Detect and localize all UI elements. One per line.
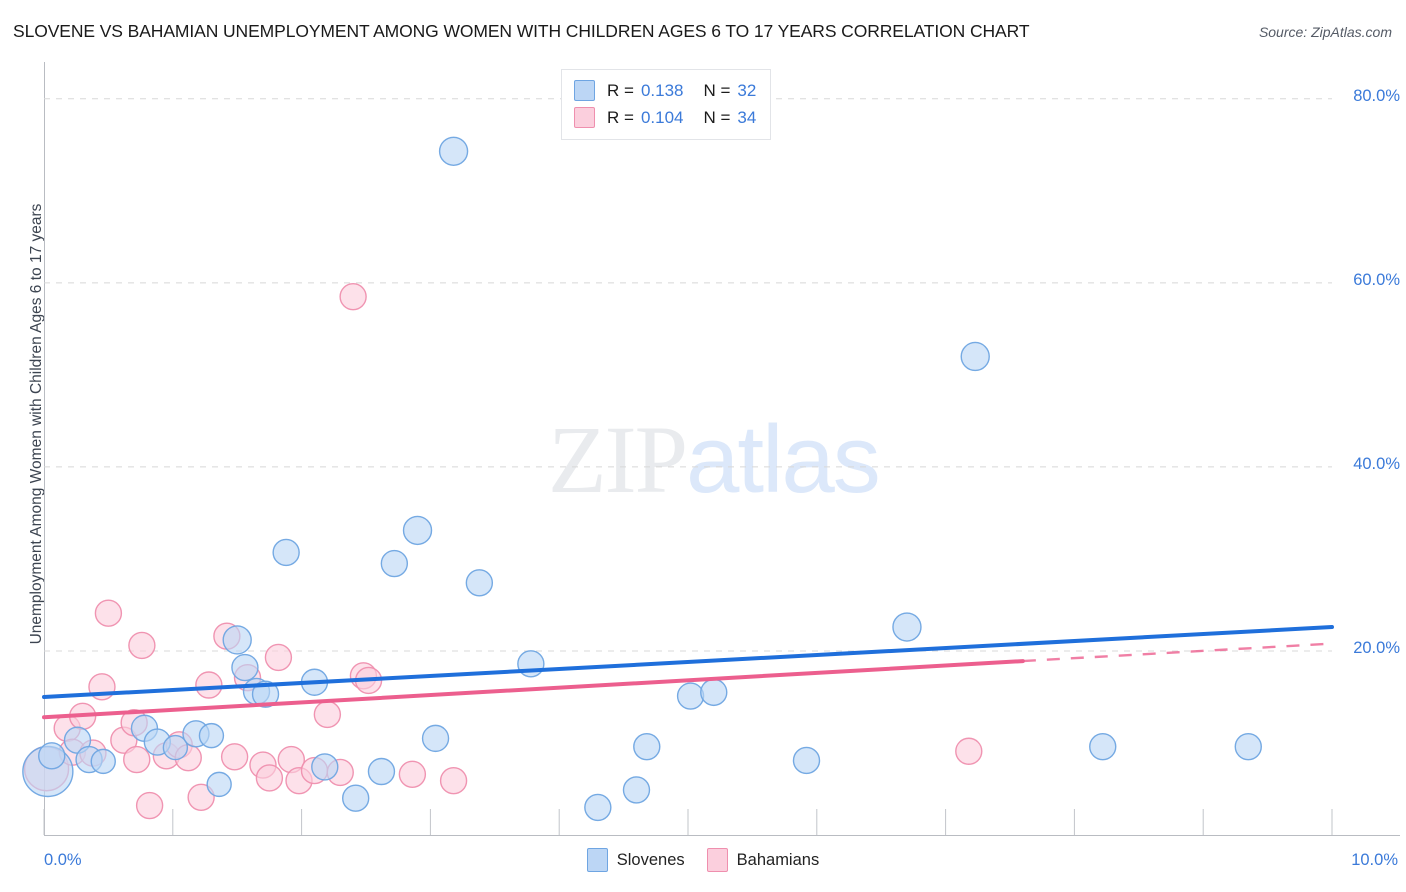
y-axis-tick-label: 20.0% bbox=[1353, 638, 1400, 657]
data-point[interactable] bbox=[892, 612, 922, 642]
stats-row-slovenes: R = 0.138 N = 32 bbox=[574, 77, 756, 104]
r-value-bahamians: 0.104 bbox=[640, 107, 684, 127]
page-title: SLOVENE VS BAHAMIAN UNEMPLOYMENT AMONG W… bbox=[13, 21, 1030, 41]
y-axis-tick-label: 80.0% bbox=[1353, 86, 1400, 105]
data-point[interactable] bbox=[222, 625, 252, 655]
data-point[interactable] bbox=[438, 136, 469, 166]
data-point[interactable] bbox=[198, 722, 225, 749]
data-point[interactable] bbox=[251, 680, 280, 708]
data-point[interactable] bbox=[255, 764, 284, 792]
data-point[interactable] bbox=[465, 569, 494, 597]
data-point[interactable] bbox=[367, 757, 396, 786]
legend-swatch-bahamians bbox=[706, 848, 728, 872]
trend-line-projection-bahamians bbox=[1022, 642, 1333, 663]
data-point[interactable] bbox=[1234, 732, 1262, 761]
data-point[interactable] bbox=[792, 746, 821, 775]
trend-line-slovenes bbox=[42, 625, 1334, 699]
r-label-bahamians: R = bbox=[607, 107, 634, 127]
r-value-slovenes: 0.138 bbox=[640, 80, 684, 100]
x-axis-tick-label-max: 10.0% bbox=[1351, 851, 1398, 869]
data-point[interactable] bbox=[123, 745, 151, 774]
correlation-stats-legend: R = 0.138 N = 32 R = 0.104 N = 34 bbox=[561, 69, 772, 140]
x-axis-line bbox=[44, 835, 1400, 836]
data-point[interactable] bbox=[676, 682, 705, 710]
series-legend: Slovenes Bahamians bbox=[0, 848, 1406, 872]
data-point[interactable] bbox=[380, 549, 409, 578]
source-attribution: Source: ZipAtlas.com bbox=[1258, 24, 1392, 40]
data-point[interactable] bbox=[584, 793, 612, 822]
data-point[interactable] bbox=[162, 734, 189, 761]
scatter-series-slovenes bbox=[22, 136, 1262, 822]
data-point[interactable] bbox=[402, 515, 433, 546]
legend-item-bahamians[interactable]: Bahamians bbox=[706, 848, 820, 872]
data-point[interactable] bbox=[1089, 732, 1117, 761]
n-value-bahamians: 34 bbox=[737, 107, 757, 127]
plot-svg bbox=[22, 98, 1334, 835]
legend-item-slovenes[interactable]: Slovenes bbox=[586, 848, 685, 872]
data-point[interactable] bbox=[220, 743, 249, 771]
stats-row-bahamians: R = 0.104 N = 34 bbox=[574, 104, 756, 131]
legend-swatch-slovenes bbox=[586, 848, 608, 872]
r-label-slovenes: R = bbox=[607, 80, 634, 100]
data-point[interactable] bbox=[955, 737, 983, 765]
trend-line-bahamians bbox=[42, 659, 1025, 720]
y-axis-line bbox=[44, 62, 45, 835]
y-axis-tick-label: 60.0% bbox=[1353, 270, 1400, 289]
data-point[interactable] bbox=[231, 653, 259, 682]
data-point[interactable] bbox=[38, 742, 66, 770]
data-point[interactable] bbox=[341, 784, 370, 812]
y-axis-tick-label: 40.0% bbox=[1353, 454, 1400, 473]
n-value-slovenes: 32 bbox=[737, 80, 757, 100]
n-label-bahamians: N = bbox=[703, 107, 731, 127]
scatter-series-bahamians bbox=[23, 282, 983, 820]
data-point[interactable] bbox=[272, 538, 300, 567]
data-point[interactable] bbox=[206, 771, 232, 798]
data-point[interactable] bbox=[195, 671, 223, 699]
x-axis-tick-label-min: 0.0% bbox=[44, 851, 82, 869]
data-point[interactable] bbox=[421, 724, 450, 753]
data-point[interactable] bbox=[128, 631, 156, 660]
n-label-slovenes: N = bbox=[703, 80, 731, 100]
data-point[interactable] bbox=[960, 341, 990, 372]
data-point[interactable] bbox=[94, 599, 123, 627]
legend-label-bahamians: Bahamians bbox=[736, 850, 820, 869]
data-point[interactable] bbox=[311, 753, 339, 781]
data-point[interactable] bbox=[398, 760, 427, 788]
data-point[interactable] bbox=[313, 700, 342, 729]
data-point[interactable] bbox=[264, 643, 293, 672]
data-point[interactable] bbox=[633, 732, 661, 761]
data-point[interactable] bbox=[135, 791, 164, 820]
stats-swatch-slovenes bbox=[574, 80, 595, 101]
stats-swatch-bahamians bbox=[574, 107, 595, 128]
legend-label-slovenes: Slovenes bbox=[616, 850, 685, 869]
data-point[interactable] bbox=[187, 783, 215, 811]
plot-area bbox=[22, 62, 1334, 835]
data-point[interactable] bbox=[622, 776, 651, 804]
data-point[interactable] bbox=[339, 282, 367, 311]
data-point[interactable] bbox=[439, 767, 468, 795]
data-point[interactable] bbox=[700, 678, 728, 707]
data-point[interactable] bbox=[90, 748, 116, 775]
